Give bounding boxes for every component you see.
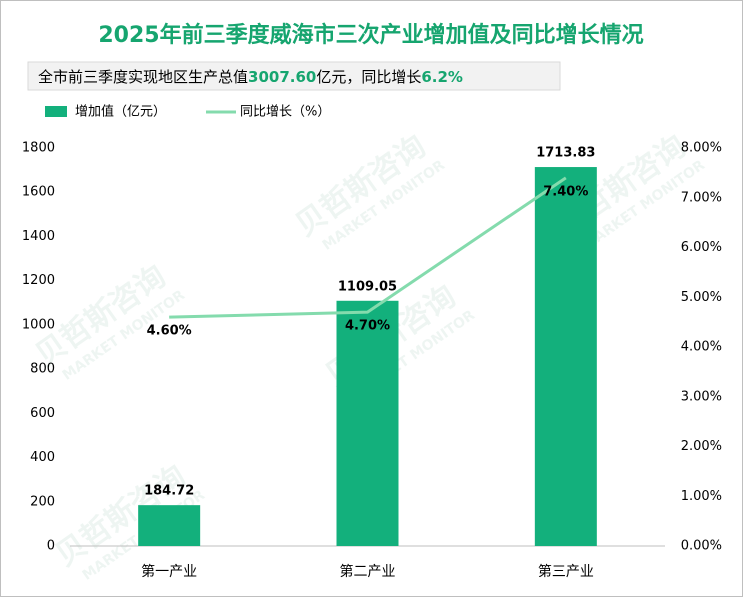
bar-value-label: 1109.05	[338, 279, 397, 294]
x-tick-label: 第三产业	[538, 563, 594, 580]
x-tick-label: 第一产业	[141, 563, 197, 580]
y-tick-label: 0	[47, 539, 55, 554]
bar-value-label: 1713.83	[536, 146, 595, 161]
y-tick-label: 1400	[22, 229, 55, 244]
subtitle-part: 6.2%	[421, 68, 463, 86]
y2-tick-label: 6.00%	[681, 240, 722, 255]
line	[169, 176, 567, 319]
x-tick-label: 第二产业	[340, 563, 396, 580]
y-tick-label: 1200	[22, 273, 55, 288]
bar	[138, 505, 201, 546]
legend-swatch	[45, 106, 67, 117]
y-tick-label: 1600	[22, 185, 55, 200]
bar	[534, 167, 597, 546]
y-tick-label: 600	[30, 406, 55, 421]
subtitle-box	[27, 61, 561, 91]
y-tick-label: 200	[30, 494, 55, 509]
line-value-label: 4.70%	[345, 319, 390, 334]
y-tick-label: 800	[30, 362, 55, 377]
y2-tick-label: 8.00%	[681, 141, 722, 156]
y-tick-label: 400	[30, 450, 55, 465]
y2-tick-label: 4.00%	[681, 340, 722, 355]
y2-tick-label: 2.00%	[681, 439, 722, 454]
y2-tick-label: 3.00%	[681, 389, 722, 404]
y-tick-label: 1000	[22, 317, 55, 332]
chart-title: 2025年前三季度威海市三次产业增加值及同比增长情况	[98, 22, 643, 48]
y2-tick-label: 0.00%	[681, 539, 722, 554]
legend-label: 同比增长（%）	[240, 105, 330, 120]
subtitle-part: 亿元，同比增长	[316, 68, 421, 86]
bar	[336, 300, 399, 546]
subtitle: 全市前三季度实现地区生产总值3007.60亿元，同比增长6.2%	[38, 68, 463, 86]
line-value-label: 4.60%	[147, 324, 192, 339]
subtitle-part: 3007.60	[248, 68, 316, 86]
line-value-label: 7.40%	[543, 184, 588, 199]
y2-tick-label: 1.00%	[681, 489, 722, 504]
legend-label: 增加值（亿元）	[75, 104, 166, 120]
y-tick-label: 1800	[22, 141, 55, 156]
y2-tick-label: 7.00%	[681, 190, 722, 205]
subtitle-part: 全市前三季度实现地区生产总值	[38, 68, 248, 86]
y2-tick-label: 5.00%	[681, 290, 722, 305]
bar-value-label: 184.72	[144, 484, 194, 499]
